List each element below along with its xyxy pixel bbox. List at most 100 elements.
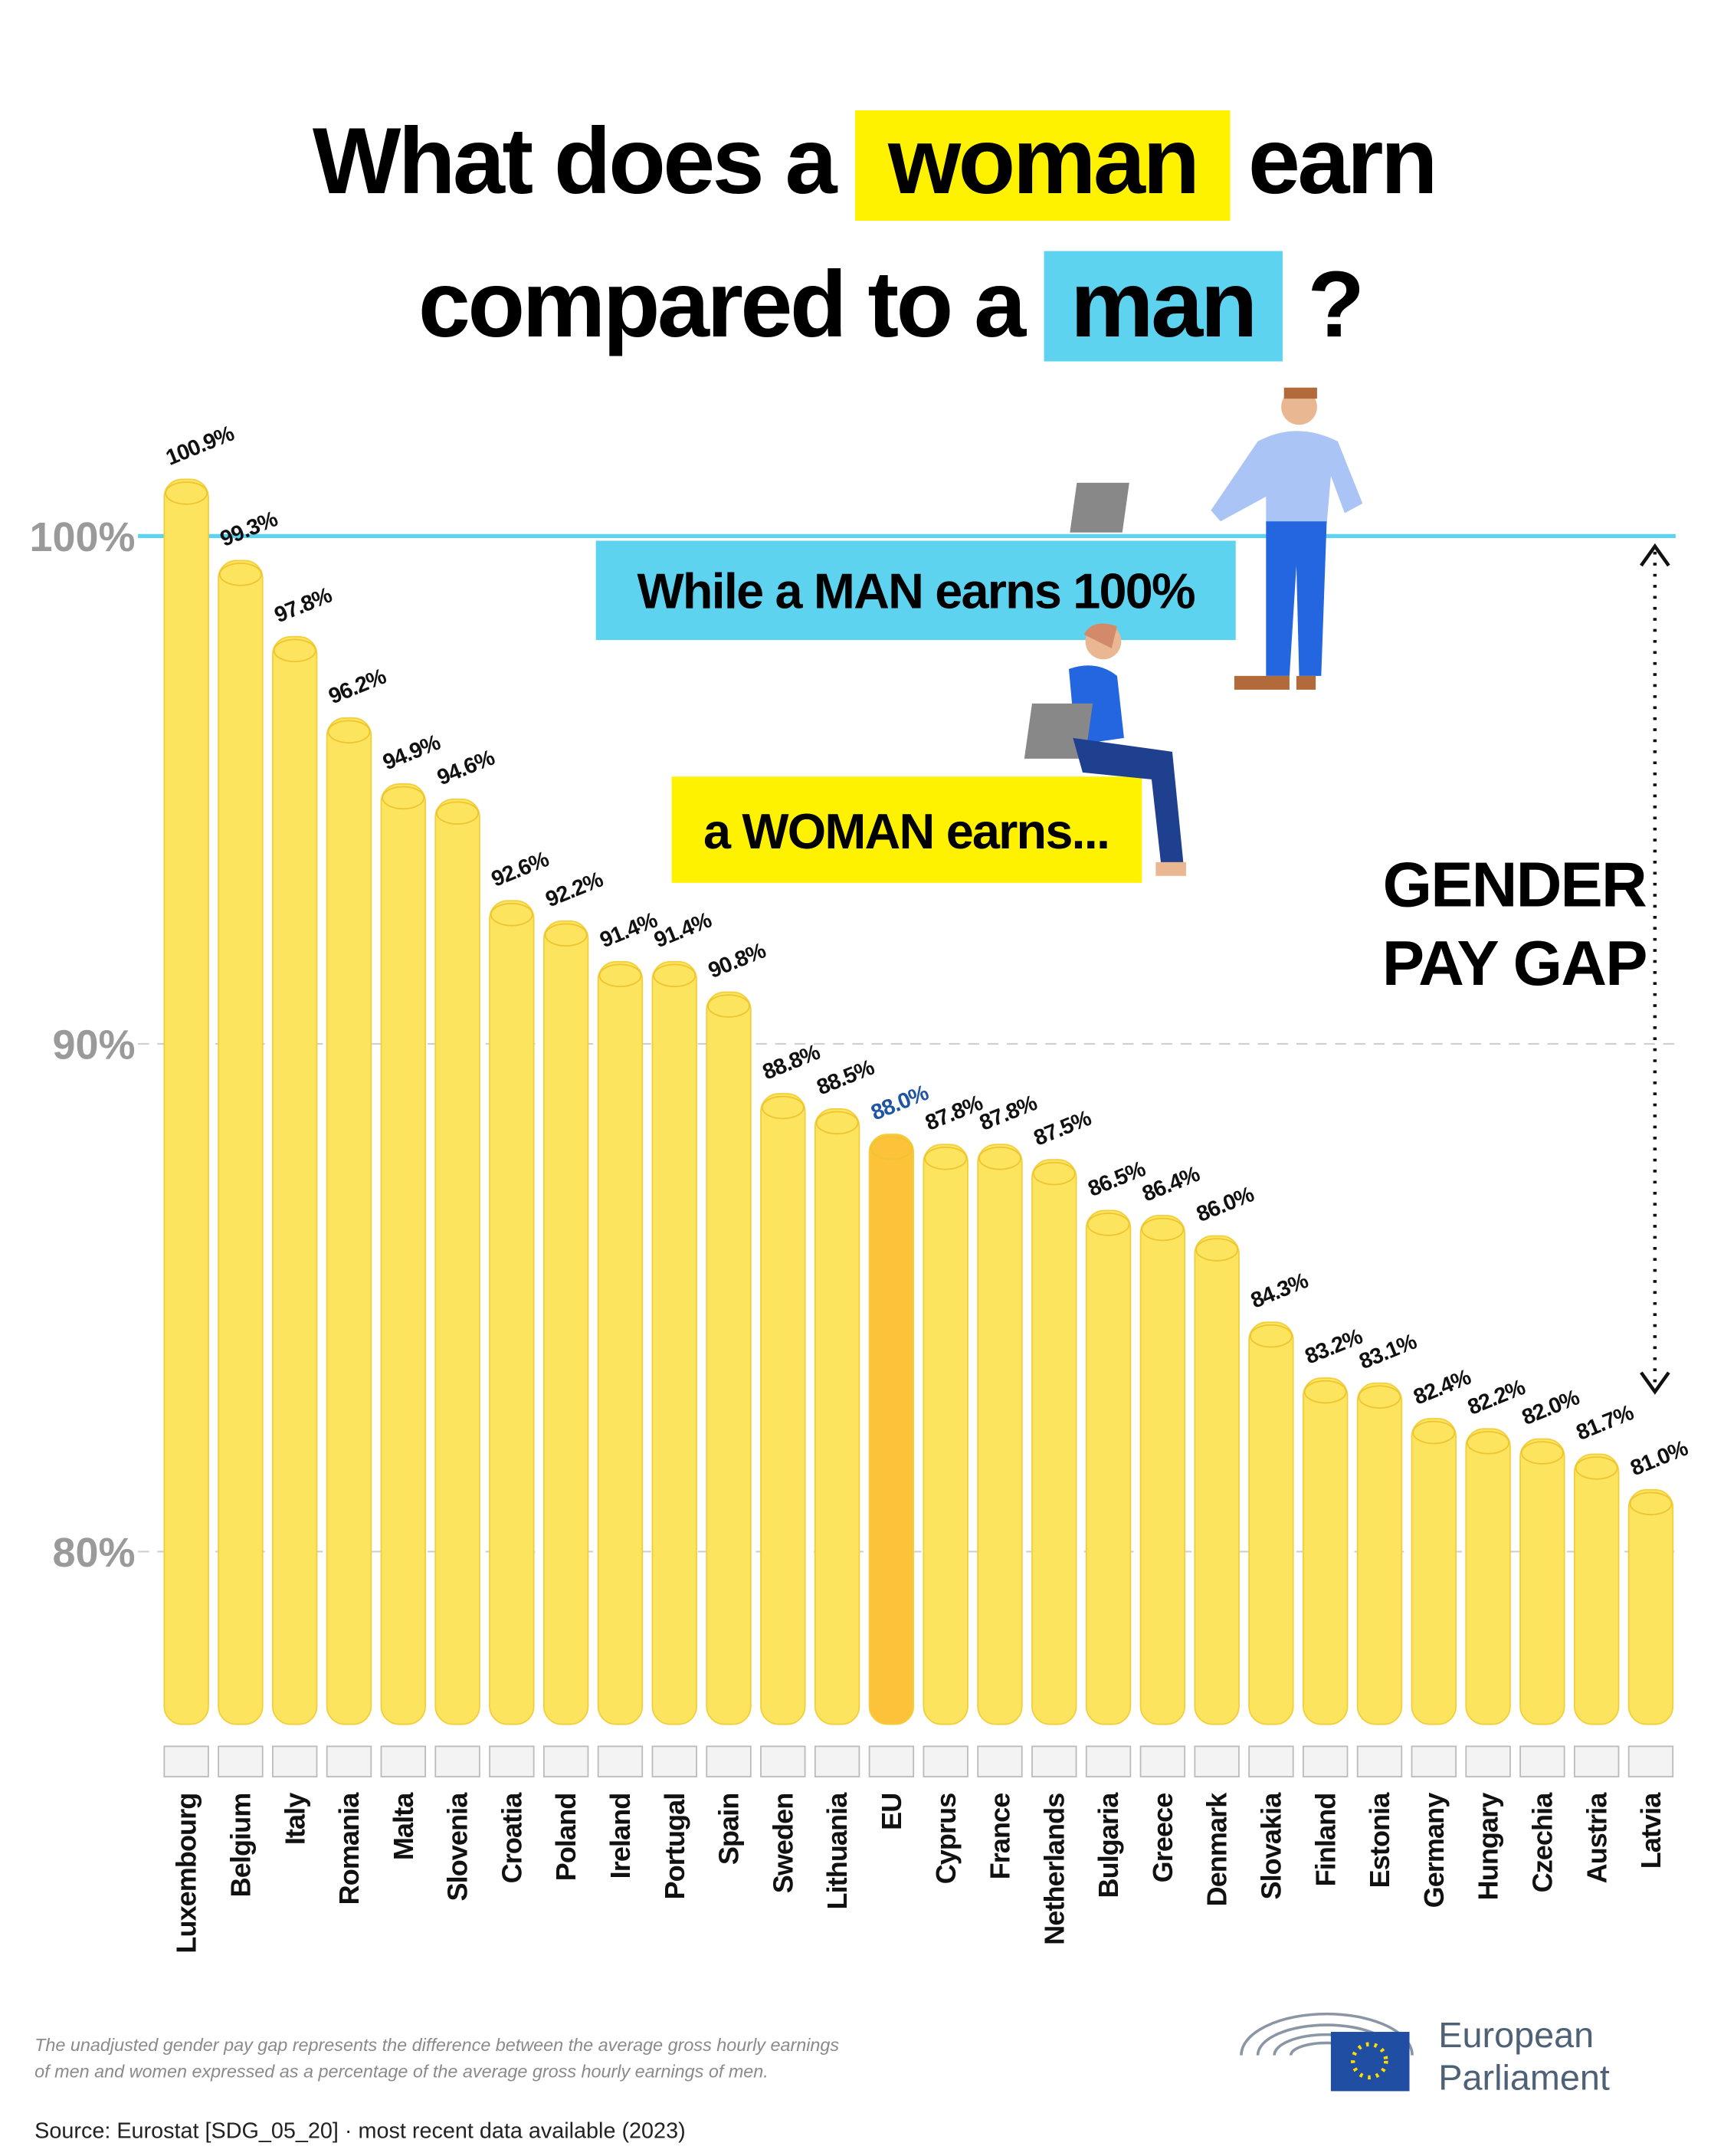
flag [218,1745,264,1777]
flag [489,1745,535,1777]
source: Source: Eurostat [SDG_05_20] · most rece… [34,2119,686,2144]
flag [706,1745,752,1777]
bar [542,920,589,1725]
x-tick-label: Italy [279,1793,310,1845]
flag [1356,1745,1403,1777]
coin-top [273,638,316,663]
bar [1627,1488,1674,1725]
man-illustration [1070,387,1363,690]
coin-top [870,1136,913,1160]
bar [380,783,426,1725]
coin-stack [489,900,535,1725]
coin-top [1141,1217,1185,1242]
footnote: of men and women expressed as a percenta… [34,2061,769,2081]
flag [1194,1745,1240,1777]
x-tick-label: EU [876,1793,907,1830]
coin-top [436,801,479,825]
coin-stack [1356,1382,1403,1725]
coin-top [1032,1161,1076,1186]
coin-stack [597,960,644,1725]
x-tick-label: Cyprus [930,1793,962,1885]
bar [163,478,209,1725]
bar [1031,1159,1077,1725]
flag [434,1745,480,1777]
bar [1573,1453,1620,1725]
flag [868,1745,915,1777]
coin-stack [1411,1418,1457,1725]
coin-stack [977,1144,1023,1725]
coin-stack [434,798,480,1725]
annotation-box [595,540,1236,641]
y-tick-label: 90% [52,1022,135,1068]
coin-top [544,923,588,947]
flag [651,1745,697,1777]
x-tick-label: Croatia [496,1792,527,1884]
x-tick-label: Denmark [1201,1792,1233,1907]
bar [1248,1321,1294,1725]
bar [814,1108,860,1725]
x-tick-label: Portugal [659,1793,690,1900]
flag [163,1745,209,1777]
flag [760,1745,806,1777]
x-tick-label: Estonia [1364,1792,1395,1889]
annotation: GENDER [1383,848,1647,920]
x-tick-label: Hungary [1473,1793,1504,1901]
coin-top [1520,1441,1564,1465]
x-tick-label: Finland [1309,1793,1341,1887]
bar [272,635,318,1725]
bar [868,1134,915,1725]
coin-top [1087,1213,1130,1236]
coin-top [1358,1385,1401,1409]
x-tick-label: Lithuania [821,1792,853,1910]
bar [1356,1382,1403,1725]
bar [1303,1377,1349,1725]
bar [706,991,752,1725]
x-tick-label: France [985,1793,1016,1880]
y-tick-label: 100% [29,514,135,560]
title-text: ? [1307,251,1362,356]
bar [1085,1209,1132,1725]
annotation-box [671,776,1142,883]
coin-stack [651,960,697,1725]
x-tick-label: Germany [1418,1793,1450,1908]
flag [1139,1745,1186,1777]
coin-top [653,963,696,988]
flag [1519,1745,1565,1777]
bar [1519,1438,1565,1725]
coin-top [490,902,533,927]
x-tick-label: Poland [550,1793,582,1882]
plot: 80%90%100%100.9%Luxembourg99.3%Belgium97… [29,422,1691,1954]
flag [1303,1745,1349,1777]
bar [218,560,264,1725]
coin-top [1412,1420,1456,1445]
x-tick-label: Romania [333,1792,365,1905]
annotation: a WOMAN earns... [703,803,1109,859]
annotation: PAY GAP [1382,927,1647,999]
title-text: earn [1248,108,1435,213]
x-tick-label: Bulgaria [1093,1792,1124,1898]
coin-stack [1139,1215,1186,1725]
coin-stack [814,1108,860,1725]
logo-text: European [1438,2015,1594,2055]
x-tick-label: Luxembourg [171,1793,202,1954]
footnote: The unadjusted gender pay gap represents… [34,2035,839,2055]
coin-top [1575,1456,1618,1480]
coin-stack [380,783,426,1725]
flag [1465,1745,1511,1777]
x-tick-label: Spain [713,1793,745,1865]
coin-stack [1303,1377,1349,1725]
annotation: While a MAN earns 100% [637,563,1195,619]
bar [977,1144,1023,1725]
bar [326,717,372,1725]
coin-top [327,720,371,744]
flag [814,1745,860,1777]
flag [1411,1745,1457,1777]
flag [923,1745,969,1777]
bar [1465,1428,1511,1725]
bar [434,798,480,1725]
flag [1085,1745,1132,1777]
coin-stack [218,560,264,1725]
bar [923,1144,969,1725]
x-tick-label: Sweden [767,1793,798,1894]
x-tick-label: Austria [1581,1792,1612,1884]
